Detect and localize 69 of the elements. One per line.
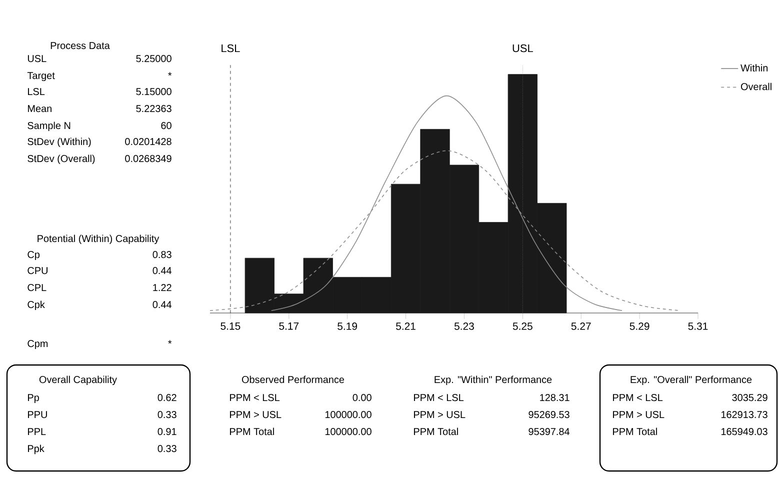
text: 0.0268349 <box>125 155 172 162</box>
text: 165949.03 <box>721 428 768 436</box>
text: Cpk <box>28 300 45 310</box>
text: Pp <box>28 394 39 404</box>
text: Exp. "Overall" Performance <box>630 376 752 386</box>
text: Cpm <box>28 340 48 350</box>
text: 0.33 <box>158 445 176 452</box>
text: 100000.00 <box>325 411 372 418</box>
legend-label: Overall <box>740 82 772 90</box>
text: 0.00 <box>352 394 372 402</box>
text: Sample N <box>28 122 70 132</box>
text: PPM < LSL <box>230 394 280 402</box>
text: PPL <box>28 428 46 435</box>
text: 0.33 <box>158 411 176 418</box>
text: 5.15000 <box>136 88 172 96</box>
text: 0.91 <box>158 428 176 436</box>
text: Observed Performance <box>242 376 344 384</box>
text: * <box>168 72 172 76</box>
x-tick-label: 5.19 <box>338 322 358 330</box>
text: 0.62 <box>158 394 176 402</box>
text: * <box>168 340 172 344</box>
ref-line-label: LSL <box>222 44 240 52</box>
text: 100000.00 <box>325 428 372 436</box>
text: Cp <box>28 251 40 260</box>
text: Process Data <box>50 42 110 50</box>
text: LSL <box>28 88 45 96</box>
x-tick-label: 5.29 <box>630 322 650 330</box>
text: StDev (Within) <box>28 138 91 148</box>
text: 1.22 <box>153 284 172 291</box>
text: Target <box>27 72 55 82</box>
text: PPM Total <box>613 428 657 436</box>
x-tick-label: 5.31 <box>688 322 708 330</box>
text: PPM < LSL <box>414 394 464 402</box>
text: 0.83 <box>152 251 172 258</box>
text: 128.31 <box>540 394 570 402</box>
x-tick-label: 5.15 <box>220 322 240 330</box>
text: 95397.84 <box>528 428 570 436</box>
text: 3035.29 <box>732 394 768 402</box>
text: 5.25000 <box>136 55 172 62</box>
text: PPM Total <box>414 428 458 436</box>
text: 0.0201428 <box>125 138 172 146</box>
text: 60 <box>161 122 172 130</box>
x-tick-label: 5.21 <box>396 322 416 330</box>
text: Potential (Within) Capability <box>38 234 160 244</box>
text: Exp. "Within" Performance <box>434 376 552 386</box>
text: Mean <box>28 105 52 112</box>
x-tick-label: 5.17 <box>279 322 299 330</box>
text: StDev (Overall) <box>28 154 95 164</box>
text: 95269.53 <box>528 411 570 418</box>
text: PPM Total <box>230 428 274 436</box>
text: 0.44 <box>152 267 172 274</box>
x-tick-label: 5.23 <box>454 322 474 330</box>
text: Ppk <box>28 444 44 454</box>
x-tick-label: 5.27 <box>571 322 591 330</box>
ref-line-label: USL <box>512 44 533 52</box>
x-tick-label: 5.25 <box>512 322 532 330</box>
text: Overall Capability <box>39 376 117 386</box>
text: PPM < LSL <box>613 394 663 402</box>
text: 162913.73 <box>721 411 768 418</box>
text: CPL <box>28 284 46 292</box>
text: USL <box>28 55 46 62</box>
text: PPU <box>28 411 47 418</box>
text: PPM > USL <box>230 411 282 418</box>
text: PPM > USL <box>613 411 664 418</box>
text: 0.44 <box>152 301 172 308</box>
text: CPU <box>28 267 48 274</box>
text: PPM > USL <box>414 411 466 418</box>
text: 5.22363 <box>136 105 172 112</box>
legend-label: Within <box>740 64 768 72</box>
